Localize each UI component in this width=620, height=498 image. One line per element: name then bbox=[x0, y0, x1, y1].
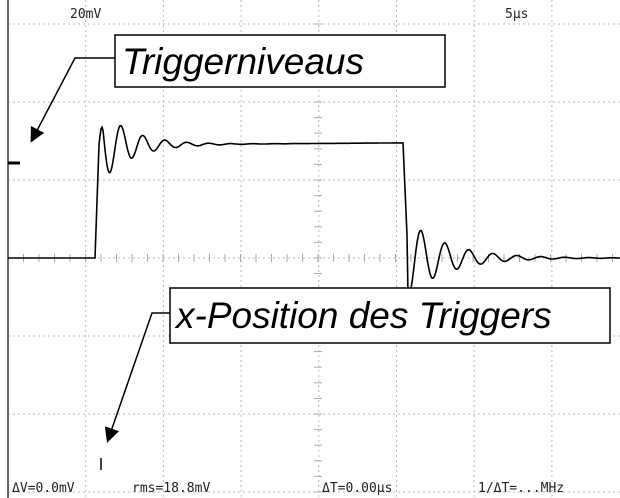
annotation-box bbox=[169, 287, 611, 344]
status-text: ΔV=0.0mV bbox=[12, 481, 75, 496]
status-text: ΔT=0.00µs bbox=[322, 481, 392, 496]
status-text: rms=18.8mV bbox=[132, 481, 210, 496]
annotation: Triggerniveaus bbox=[122, 41, 364, 82]
volts-label: 20mV bbox=[70, 7, 101, 22]
arrow bbox=[104, 312, 170, 443]
time-label: 5µs bbox=[505, 7, 528, 22]
waveform bbox=[8, 124, 620, 297]
arrow bbox=[30, 57, 115, 143]
annotation-box bbox=[114, 34, 446, 88]
status-text: 1/ΔT=...MHz bbox=[478, 481, 564, 496]
annotation: x-Position des Triggers bbox=[174, 295, 552, 336]
